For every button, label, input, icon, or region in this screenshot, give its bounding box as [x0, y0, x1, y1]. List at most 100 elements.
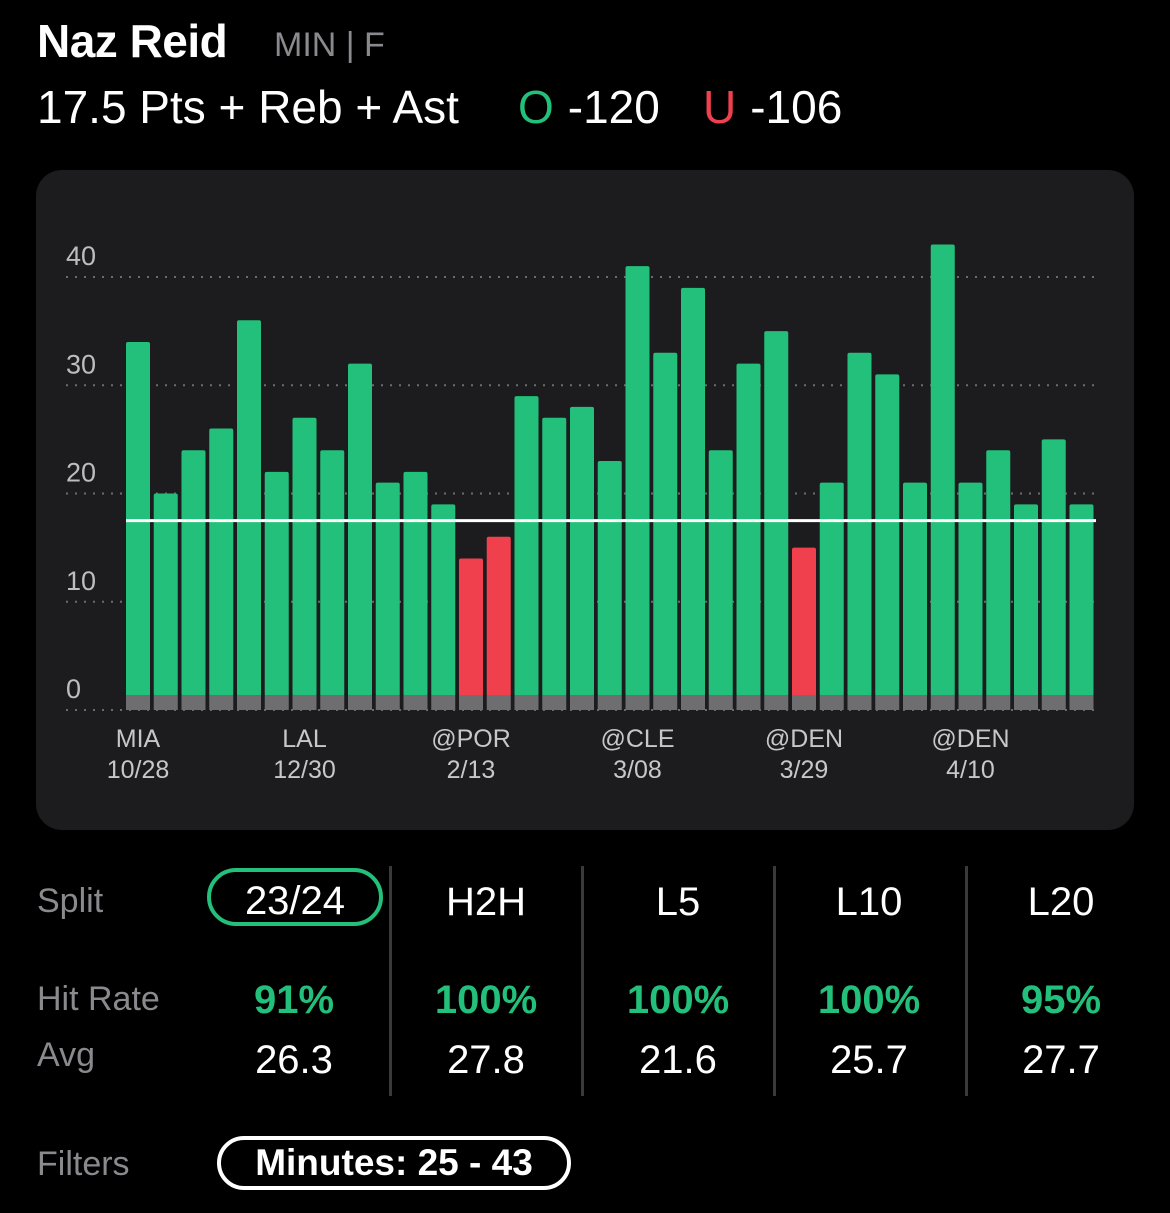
x-tick-date: 4/10	[946, 756, 995, 784]
bar-base	[708, 695, 733, 710]
x-tick-date: 2/13	[447, 756, 496, 784]
minutes-filter-chip[interactable]: Minutes: 25 - 43	[217, 1136, 571, 1190]
bar	[958, 482, 983, 696]
avg-value: 25.7	[830, 1038, 908, 1082]
x-tick-date: 12/30	[273, 756, 336, 784]
bar	[264, 471, 289, 696]
bar	[930, 244, 955, 696]
player-name: Naz Reid	[37, 15, 228, 67]
bar-base	[320, 695, 345, 710]
bar-base	[514, 695, 539, 710]
bar-base	[209, 695, 234, 710]
split-tab-l20[interactable]: L20	[1027, 880, 1095, 924]
bar-base	[292, 695, 317, 710]
bar-base	[264, 695, 289, 710]
bar-base	[1014, 695, 1038, 710]
hit-rate-value: 91%	[253, 978, 335, 1022]
hit-rate-value: 100%	[626, 978, 730, 1022]
over-icon: O	[518, 81, 554, 133]
bar	[153, 493, 178, 696]
bar-base	[375, 695, 400, 710]
bar-base	[348, 695, 372, 710]
bar-base	[181, 695, 206, 710]
column-divider	[581, 866, 584, 1096]
column-divider	[773, 866, 776, 1096]
hit-rate-value: 95%	[1020, 978, 1102, 1022]
bar	[986, 450, 1011, 696]
y-tick-label: 0	[66, 674, 81, 704]
over-odds-button[interactable]: O -120	[518, 80, 660, 134]
under-icon: U	[703, 81, 737, 133]
column-divider	[389, 866, 392, 1096]
over-odds: -120	[567, 81, 660, 133]
bar	[292, 417, 317, 696]
bar-base	[1041, 695, 1066, 710]
team-position: MIN | F	[274, 26, 385, 64]
bar-base	[847, 695, 872, 710]
bar	[875, 374, 900, 696]
x-tick-opponent: @DEN	[765, 725, 843, 753]
bar-base	[653, 695, 678, 710]
bar	[708, 450, 733, 696]
bar	[653, 352, 678, 696]
x-tick-opponent: MIA	[116, 725, 161, 753]
bar	[459, 558, 483, 696]
bar-base	[1069, 695, 1094, 710]
bar	[681, 287, 705, 696]
prop-line: 17.5 Pts + Reb + Ast	[37, 81, 459, 133]
x-tick-opponent: @CLE	[600, 725, 674, 753]
split-tab-23-24[interactable]: 23/24	[207, 868, 383, 926]
bar	[570, 406, 594, 696]
avg-value: 27.8	[447, 1038, 525, 1082]
bar-base	[237, 695, 261, 710]
bar-base	[153, 695, 178, 710]
bar	[181, 450, 206, 696]
bar-base	[875, 695, 900, 710]
bar	[764, 331, 789, 696]
bar-base	[736, 695, 761, 710]
under-odds: -106	[750, 81, 843, 133]
bar	[237, 320, 261, 696]
under-odds-button[interactable]: U -106	[703, 80, 842, 134]
bar	[320, 450, 345, 696]
bar	[847, 352, 872, 696]
x-tick-date: 3/29	[780, 756, 829, 784]
bar	[431, 504, 456, 696]
bar-base	[681, 695, 705, 710]
y-tick-label: 30	[66, 349, 96, 379]
split-tab-h2h[interactable]: H2H	[445, 880, 527, 924]
bar-base	[930, 695, 955, 710]
bar-base	[625, 695, 650, 710]
bar	[1014, 504, 1038, 696]
bar	[348, 363, 372, 696]
bar-base	[126, 695, 150, 710]
bar	[375, 482, 400, 696]
bar-base	[792, 695, 816, 710]
x-tick-date: 10/28	[107, 756, 170, 784]
y-tick-label: 20	[66, 458, 96, 488]
avg-value: 26.3	[255, 1038, 333, 1082]
x-tick-date: 3/08	[613, 756, 662, 784]
x-tick-opponent: @DEN	[931, 725, 1009, 753]
bar-base	[958, 695, 983, 710]
bar	[126, 341, 150, 696]
x-tick-opponent: LAL	[282, 725, 327, 753]
bar-base	[403, 695, 428, 710]
bar-base	[570, 695, 594, 710]
bar	[542, 417, 567, 696]
bar	[1069, 504, 1094, 696]
y-tick-label: 40	[66, 241, 96, 271]
bar-base	[764, 695, 789, 710]
filters-label: Filters	[37, 1145, 130, 1183]
bar-base	[597, 695, 622, 710]
game-log-bar-chart: 0 10 20 30 40 MIA 10/28 LAL 12/30 @POR 2/13 @CLE 3/0…	[66, 241, 1100, 784]
y-tick-label: 10	[66, 566, 96, 596]
avg-value: 21.6	[639, 1038, 717, 1082]
x-tick-opponent: @POR	[431, 725, 511, 753]
bar	[792, 547, 816, 696]
split-tab-l5[interactable]: L5	[655, 880, 701, 924]
split-tab-l10[interactable]: L10	[835, 880, 903, 924]
game-log-chart-card: 0 10 20 30 40 MIA 10/28 LAL 12/30 @POR 2/13 @CLE 3/0…	[36, 170, 1134, 830]
splits-table: Split Hit Rate Avg 23/24 91% 26.3 H2H 10…	[0, 860, 1170, 1110]
column-divider	[965, 866, 968, 1096]
